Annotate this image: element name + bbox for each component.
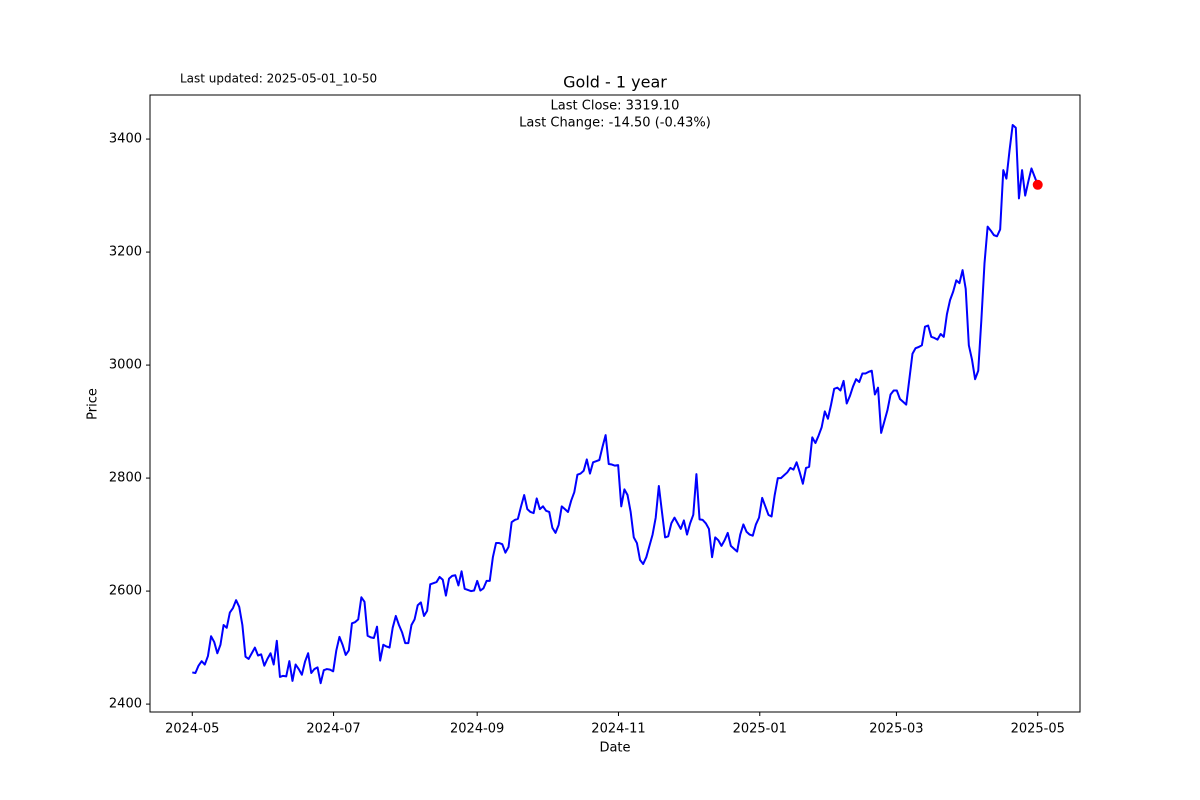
x-axis-label: Date: [599, 741, 630, 756]
x-tick-label: 2024-05: [165, 722, 219, 737]
plot-frame: [149, 94, 1081, 713]
annotation: Last Close: 3319.10: [551, 99, 680, 114]
y-tick-label: 2400: [109, 697, 142, 712]
x-tick-label: 2025-01: [733, 722, 787, 737]
x-tick-label: 2025-05: [1011, 722, 1065, 737]
x-tick-label: 2024-09: [450, 722, 504, 737]
y-tick-label: 2800: [109, 471, 142, 486]
y-tick-label: 2600: [109, 584, 142, 599]
price-line: [192, 123, 1039, 685]
y-tick-label: 3000: [109, 358, 142, 373]
annotation: Last Change: -14.50 (-0.43%): [519, 116, 711, 131]
y-axis-label: Price: [86, 388, 101, 420]
y-tick-label: 3400: [109, 132, 142, 147]
last-updated: Last updated: 2025-05-01_10-50: [180, 72, 377, 86]
chart-title: Gold - 1 year: [563, 73, 667, 92]
last-point: [1032, 179, 1043, 190]
x-tick-label: 2024-11: [591, 722, 645, 737]
x-tick-label: 2024-07: [306, 722, 360, 737]
y-tick-label: 3200: [109, 245, 142, 260]
x-tick-label: 2025-03: [869, 722, 923, 737]
